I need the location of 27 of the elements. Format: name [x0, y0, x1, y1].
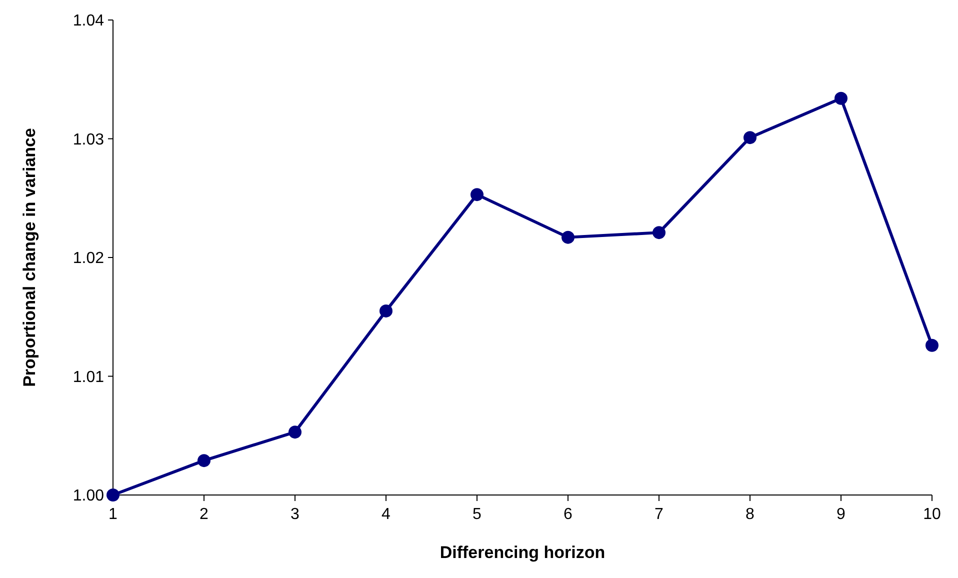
y-tick-label: 1.01 [72, 368, 104, 386]
x-tick-label: 5 [472, 506, 482, 523]
point [744, 131, 756, 144]
x-tick-label: 3 [290, 506, 300, 523]
y-axis-title: Proportional change in variance [20, 128, 39, 387]
x-tick-label: 9 [836, 506, 846, 523]
x-axis-title: Differencing horizon [440, 543, 606, 562]
y-tick-label: 1.00 [72, 488, 104, 505]
x-tick-label: 7 [654, 506, 664, 523]
point [288, 426, 302, 439]
y-tick-label: 1.03 [72, 131, 104, 148]
point [106, 488, 120, 502]
x-tick-label: 2 [200, 506, 209, 523]
point [562, 230, 574, 244]
y-tick-label: 1.04 [72, 12, 104, 30]
x-tick-label: 6 [564, 506, 573, 523]
y-tick-label: 1.02 [72, 250, 104, 268]
x-tick-label: 1 [108, 506, 118, 523]
point [834, 92, 848, 105]
point [652, 226, 666, 240]
point [380, 304, 392, 318]
x-tick-label: 10 [923, 506, 941, 523]
x-tick-label: 4 [382, 506, 391, 523]
point [198, 454, 210, 468]
point [470, 188, 484, 202]
x-tick-label: 8 [746, 506, 755, 523]
point [926, 338, 938, 352]
